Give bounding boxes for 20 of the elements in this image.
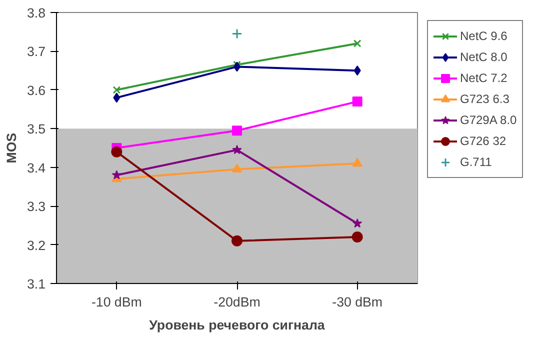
x-tick-label: -10 dBm xyxy=(91,294,142,310)
x-axis-title: Уровень речевого сигнала xyxy=(149,318,326,332)
legend-label: G726 32 xyxy=(460,134,506,148)
y-tick-label: 3.1 xyxy=(26,276,46,292)
y-tick-label: 3.8 xyxy=(26,6,46,20)
x-tick-label: -30 dBm xyxy=(332,294,383,310)
legend-label: G.711 xyxy=(460,155,492,169)
legend-label: NetC 9.6 xyxy=(460,29,508,43)
legend-label: G729A 8.0 xyxy=(460,113,517,127)
y-tick-label: 3.6 xyxy=(26,82,46,98)
legend-label: NetC 8.0 xyxy=(460,50,508,64)
legend-label: G723 6.3 xyxy=(460,92,510,106)
y-tick-label: 3.7 xyxy=(26,44,46,60)
x-tick-label: -20dBm xyxy=(214,294,260,310)
y-axis-title: MOS xyxy=(4,132,19,164)
y-tick-label: 3.2 xyxy=(26,238,46,253)
y-tick-label: 3.4 xyxy=(26,160,46,176)
y-tick-label: 3.3 xyxy=(26,199,46,214)
y-tick-label: 3.5 xyxy=(26,122,46,137)
legend-label: NetC 7.2 xyxy=(460,71,508,85)
